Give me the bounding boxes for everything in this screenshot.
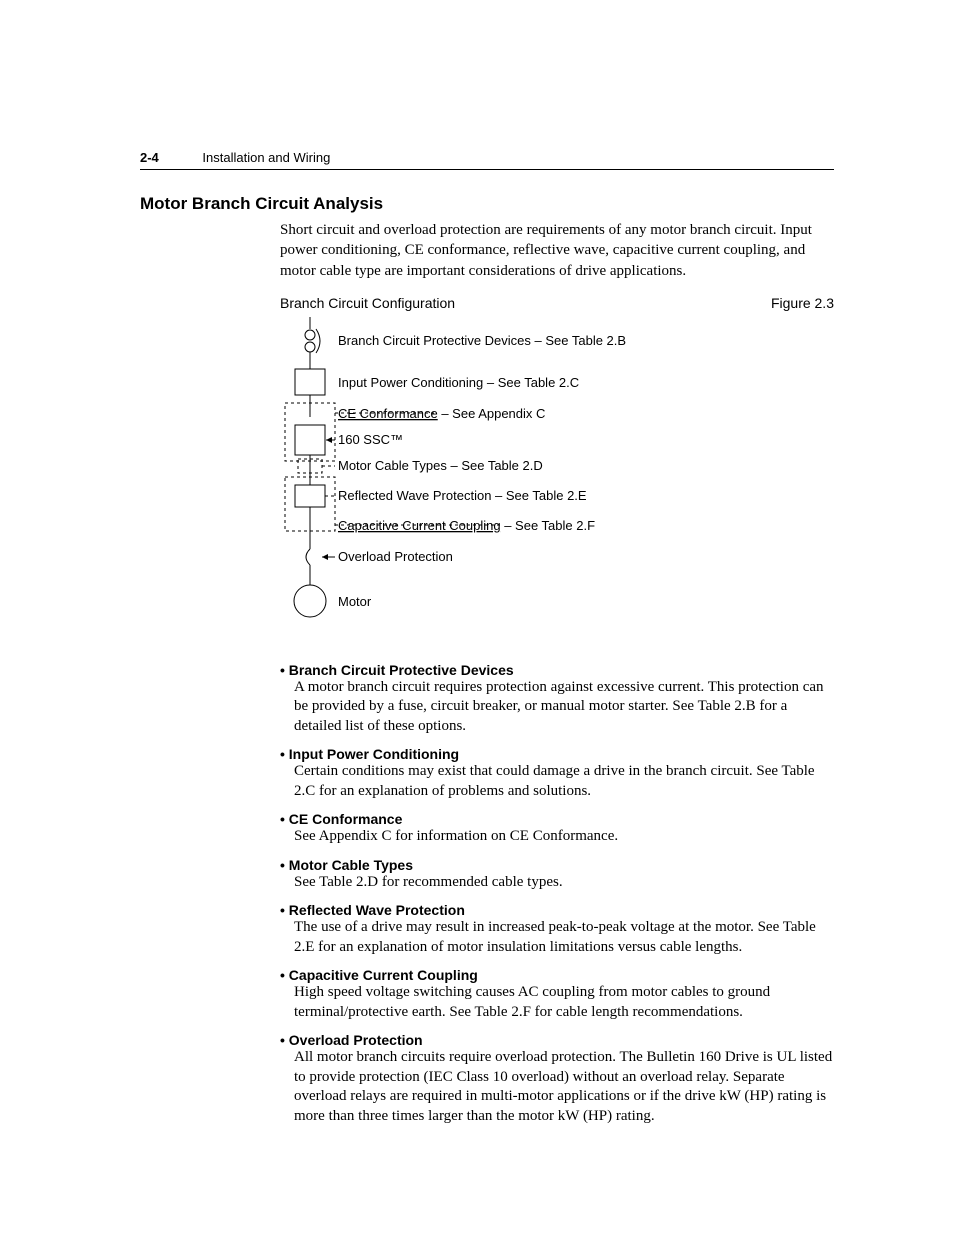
- intro-paragraph: Short circuit and overload protection ar…: [280, 220, 834, 281]
- bullet-item: Reflected Wave Protection The use of a d…: [280, 902, 834, 957]
- bullet-item: Input Power Conditioning Certain conditi…: [280, 746, 834, 801]
- bullet-item: CE Conformance See Appendix C for inform…: [280, 811, 834, 847]
- bullet-item: Overload Protection All motor branch cir…: [280, 1032, 834, 1126]
- page: 2-4 Installation and Wiring Motor Branch…: [0, 0, 954, 1196]
- branch-circuit-diagram: Branch Circuit Protective Devices – See …: [280, 317, 834, 642]
- svg-text:Capacitive Current Coupling –: Capacitive Current Coupling – See Table …: [338, 518, 595, 533]
- label-ce-pre: CE Conformance: [338, 406, 438, 421]
- bullet-item: Branch Circuit Protective Devices A moto…: [280, 662, 834, 737]
- chapter-name: Installation and Wiring: [202, 150, 330, 165]
- bullet-body: See Table 2.D for recommended cable type…: [294, 873, 834, 893]
- bullet-item: Motor Cable Types See Table 2.D for reco…: [280, 857, 834, 893]
- label-bcpd: Branch Circuit Protective Devices – See …: [338, 333, 626, 348]
- bullet-title: Input Power Conditioning: [280, 746, 834, 762]
- bullet-title: CE Conformance: [280, 811, 834, 827]
- bullet-body: A motor branch circuit requires protecti…: [294, 678, 834, 737]
- bullet-item: Capacitive Current Coupling High speed v…: [280, 967, 834, 1022]
- label-ssc: 160 SSC™: [338, 432, 403, 447]
- label-rwp: Reflected Wave Protection – See Table 2.…: [338, 488, 587, 503]
- svg-text:CE Conformance – See Appendix: CE Conformance – See Appendix C: [338, 406, 545, 421]
- bullet-title: Branch Circuit Protective Devices: [280, 662, 834, 678]
- label-ovl: Overload Protection: [338, 549, 453, 564]
- bullet-body: All motor branch circuits require overlo…: [294, 1048, 834, 1126]
- bullet-body: The use of a drive may result in increas…: [294, 918, 834, 957]
- bullet-title: Capacitive Current Coupling: [280, 967, 834, 983]
- section-title: Motor Branch Circuit Analysis: [140, 194, 834, 214]
- bullet-title: Motor Cable Types: [280, 857, 834, 873]
- bullet-body: Certain conditions may exist that could …: [294, 762, 834, 801]
- bullet-title: Reflected Wave Protection: [280, 902, 834, 918]
- figure-caption: Branch Circuit Configuration Figure 2.3: [280, 295, 834, 311]
- label-motor: Motor: [338, 594, 372, 609]
- bullet-body: See Appendix C for information on CE Con…: [294, 827, 834, 847]
- label-ipc: Input Power Conditioning – See Table 2.C: [338, 375, 579, 390]
- bullet-list: Branch Circuit Protective Devices A moto…: [280, 662, 834, 1127]
- label-mct: Motor Cable Types – See Table 2.D: [338, 458, 543, 473]
- label-ccc-pre: Capacitive Current Coupling: [338, 518, 501, 533]
- page-header: 2-4 Installation and Wiring: [140, 150, 834, 170]
- label-ce-post: – See Appendix C: [438, 406, 546, 421]
- label-ccc-post: – See Table 2.F: [501, 518, 595, 533]
- page-number: 2-4: [140, 150, 159, 165]
- bullet-body: High speed voltage switching causes AC c…: [294, 983, 834, 1022]
- figure-caption-left: Branch Circuit Configuration: [280, 295, 455, 311]
- bullet-title: Overload Protection: [280, 1032, 834, 1048]
- figure-caption-right: Figure 2.3: [771, 295, 834, 311]
